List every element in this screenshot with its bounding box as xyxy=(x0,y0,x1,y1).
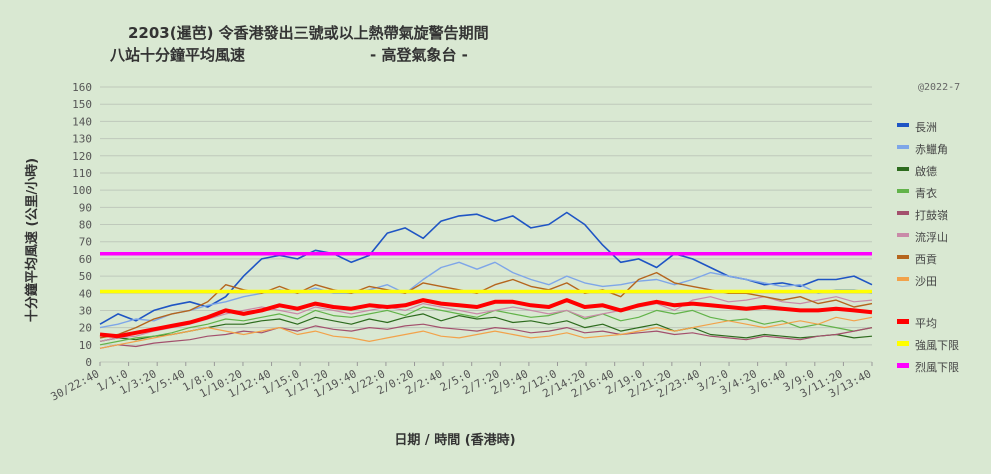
legend-swatch xyxy=(897,277,909,281)
legend-item: 流浮山 xyxy=(897,230,948,244)
legend-swatch xyxy=(897,123,909,127)
legend-label: 打鼓嶺 xyxy=(915,208,948,222)
series-lines xyxy=(99,211,873,349)
legend-label: 沙田 xyxy=(915,275,937,288)
legend-swatch xyxy=(897,211,909,215)
y-tick-label: 110 xyxy=(72,167,92,180)
legend-label: 烈風下限 xyxy=(915,360,959,374)
legend-label: 啟德 xyxy=(915,164,937,178)
legend-swatch xyxy=(897,341,909,346)
series-line-3 xyxy=(99,306,873,346)
copyright-label: @2022-7 xyxy=(918,82,960,93)
series-line-4 xyxy=(99,323,873,349)
legend-label: 長洲 xyxy=(915,121,937,134)
y-tick-label: 80 xyxy=(79,219,92,232)
series-line-2 xyxy=(99,313,873,342)
legend-item: 啟德 xyxy=(897,164,937,178)
legend-label: 赤鱲角 xyxy=(915,143,948,156)
y-tick-label: 30 xyxy=(79,304,92,317)
legend-item: 強風下限 xyxy=(897,339,959,352)
legend-label: 流浮山 xyxy=(915,230,948,244)
y-tick-label: 20 xyxy=(79,322,92,335)
legend-swatch xyxy=(897,167,909,171)
legend-label: 強風下限 xyxy=(915,339,959,352)
x-tick-label: 30/22:40 xyxy=(49,367,102,403)
y-tick-label: 140 xyxy=(72,115,92,128)
legend-item: 烈風下限 xyxy=(897,360,959,374)
y-axis-ticks: 0 10 20 30 40 50 60 70 80 90 100 110 120 130 140 150 160 xyxy=(72,81,92,369)
legend-swatch xyxy=(897,233,909,237)
y-tick-label: 40 xyxy=(79,287,92,300)
chart-title-source: - 高登氣象台 - xyxy=(370,46,468,64)
y-tick-label: 100 xyxy=(72,184,92,197)
grid-lines xyxy=(100,86,872,363)
y-tick-label: 10 xyxy=(79,339,92,352)
legend-item: 沙田 xyxy=(897,275,937,288)
legend-label: 西貢 xyxy=(915,253,937,266)
legend-label: 平均 xyxy=(915,317,937,330)
chart-title-line1: 2203(暹芭) 令香港發出三號或以上熱帶氣旋警告期間 xyxy=(128,24,489,42)
y-tick-label: 70 xyxy=(79,236,92,249)
y-tick-label: 120 xyxy=(72,150,92,163)
legend-item: 長洲 xyxy=(897,121,937,134)
x-axis-label: 日期 / 時間 (香港時) xyxy=(394,432,515,448)
legend-swatch xyxy=(897,189,909,193)
series-line-6 xyxy=(99,271,873,339)
y-tick-label: 160 xyxy=(72,81,92,94)
series-line-5 xyxy=(99,296,873,342)
y-tick-label: 150 xyxy=(72,98,92,111)
series-line-8 xyxy=(99,298,873,339)
legend-item: 平均 xyxy=(897,317,937,330)
y-tick-label: 50 xyxy=(79,270,92,283)
legend-swatch xyxy=(897,145,909,149)
legend-swatch xyxy=(897,255,909,259)
legend-item: 赤鱲角 xyxy=(897,143,948,156)
y-tick-label: 90 xyxy=(79,201,92,214)
legend-item: 西貢 xyxy=(897,253,937,266)
y-axis-label: 十分鐘平均風速 (公里/小時) xyxy=(24,158,40,322)
legend-label: 青衣 xyxy=(915,186,937,200)
y-tick-label: 0 xyxy=(85,356,92,369)
series-line-7 xyxy=(99,316,873,349)
legend-item: 青衣 xyxy=(897,186,937,200)
legend-swatch xyxy=(897,363,909,368)
chart-title-line2: 八站十分鐘平均風速 xyxy=(109,46,245,64)
legend-swatch xyxy=(897,319,909,324)
y-tick-label: 130 xyxy=(72,133,92,146)
legend-item: 打鼓嶺 xyxy=(897,208,948,222)
x-axis-ticks: 30/22:401/1:01/3:201/5:401/8:01/10:201/1… xyxy=(49,362,873,404)
series-line-1 xyxy=(99,261,873,329)
y-tick-label: 60 xyxy=(79,253,92,266)
